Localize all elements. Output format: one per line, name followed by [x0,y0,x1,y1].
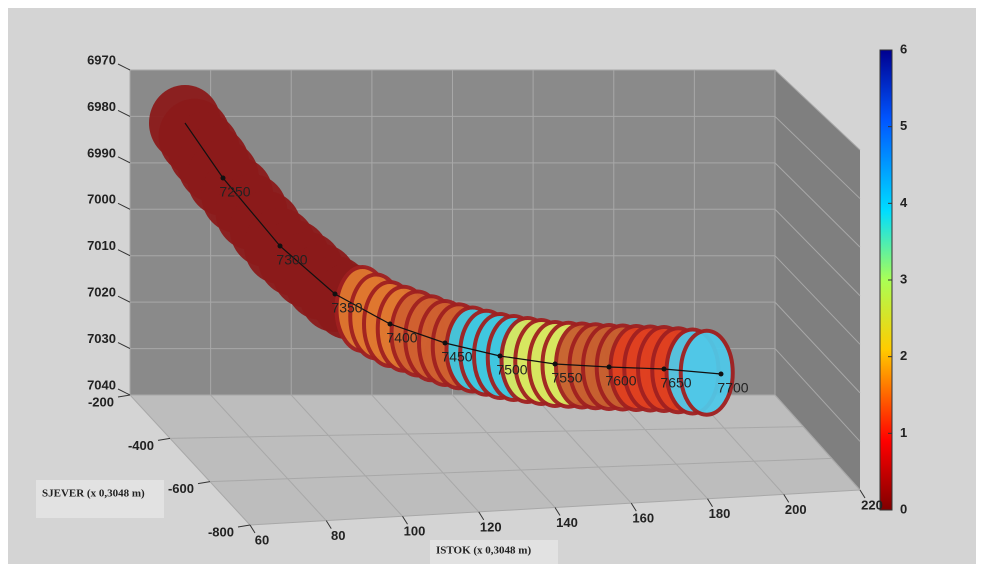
floor [130,395,860,525]
depth-marker [332,291,338,297]
depth-marker [497,353,503,359]
tick [117,63,131,71]
tick [630,502,637,512]
y-tick-label: -400 [128,438,154,453]
z-tick-label: 7040 [87,377,116,392]
z-tick-label: 6970 [87,52,116,67]
x-tick-label: 80 [331,528,345,543]
z-tick-label: 7030 [87,331,116,346]
grid-line [774,116,861,199]
tick [237,524,251,528]
z-tick-label: 7020 [87,285,116,300]
z-tick-label: 7010 [87,238,116,253]
tick [554,507,561,516]
tick [117,295,131,303]
depth-marker [661,366,667,372]
depth-label: 7450 [441,349,472,365]
y-axis-label: SJEVER (x 0,3048 m) [42,488,145,500]
grid-line [210,394,327,521]
depth-label: 7600 [605,373,636,389]
x-tick-label: 200 [785,502,807,517]
tick [117,249,131,257]
grid-line [169,426,804,439]
depth-marker [277,243,283,249]
tick [859,489,866,499]
tick [117,388,131,396]
depth-label: 7250 [219,184,250,200]
colorbar-tick-label: 6 [900,41,907,56]
colorbar-tick-label: 1 [900,425,907,440]
depth-label: 7500 [496,362,527,378]
tick [478,511,485,521]
x-tick-label: 60 [255,532,269,547]
colorbar-tick-label: 5 [900,118,907,133]
grid-line [774,69,861,151]
z-tick-label: 7000 [87,192,116,207]
depth-label: 7550 [551,370,582,386]
grid-line [613,394,708,500]
grid-line [371,394,480,513]
tick [117,342,131,350]
y-tick-label: -800 [208,524,234,539]
x-axis-label: ISTOK (x 0,3048 m) [436,545,531,557]
y-tick-label: -200 [88,394,114,409]
side-wall [775,70,860,490]
grid-line [774,162,861,248]
ylabel-bg [36,480,164,518]
grid-line [774,208,861,297]
depth-marker [442,340,448,346]
x-tick-label: 140 [556,515,578,530]
tick [783,494,790,503]
tick [117,202,131,210]
depth-label: 7650 [660,375,691,391]
tick [402,515,408,525]
grid-line [452,394,556,508]
depth-label: 7350 [331,300,362,316]
grid-line [129,394,251,526]
grid-line [774,348,861,442]
z-tick-label: 6990 [87,145,116,160]
tick [157,437,171,441]
depth-marker [220,175,226,181]
depth-label: 7700 [717,380,748,396]
grid-line [209,457,832,483]
tick [117,394,131,398]
depth-label: 7400 [386,330,417,346]
grid-line [290,394,403,517]
grid-line [774,394,861,491]
depth-marker [387,321,393,327]
tick [117,156,131,164]
tick [325,520,332,529]
x-tick-label: 120 [480,519,502,534]
depth-marker [552,361,558,367]
tick [197,481,211,485]
colorbar-tick-label: 4 [900,195,908,210]
colorbar-tick-label: 2 [900,348,907,363]
x-tick-label: 100 [404,524,426,539]
xlabel-bg [430,540,558,564]
depth-marker [718,371,724,377]
tick [249,524,256,534]
z-tick-label: 6980 [87,99,116,114]
x-tick-label: 180 [709,506,731,521]
grid-line [774,255,861,345]
depth-label: 7300 [276,252,307,268]
grid-line [774,301,861,394]
grid-line [532,394,632,504]
x-tick-label: 220 [861,497,883,512]
tick [117,109,131,117]
y-tick-label: -600 [168,481,194,496]
colorbar-tick-label: 0 [900,501,907,516]
depth-marker [606,364,612,370]
colorbar-tick-label: 3 [900,271,907,286]
x-tick-label: 160 [632,511,654,526]
tick [707,498,713,508]
